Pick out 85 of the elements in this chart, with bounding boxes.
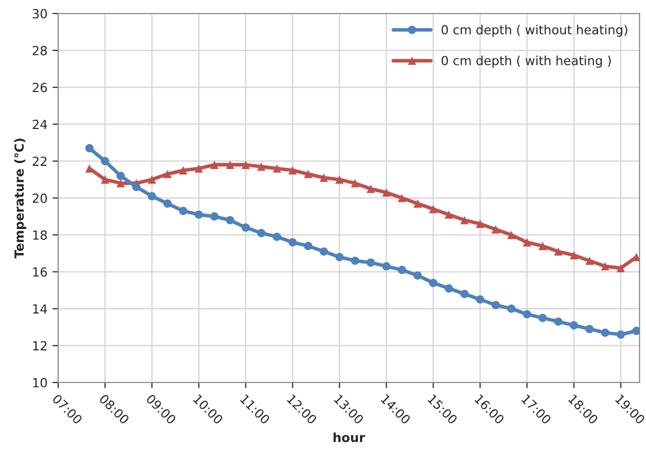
- point: [350, 179, 360, 188]
- point: [413, 271, 422, 280]
- point: [242, 160, 250, 169]
- point: [382, 262, 391, 270]
- point: [163, 170, 172, 178]
- point: [507, 304, 516, 313]
- point: [335, 252, 344, 262]
- point: [210, 212, 219, 221]
- point: [492, 225, 500, 234]
- point: [179, 166, 188, 174]
- y-tick-label: 26: [32, 82, 47, 92]
- point: [492, 300, 500, 310]
- point: [554, 317, 562, 326]
- point: [460, 290, 469, 298]
- point: [226, 216, 234, 224]
- point: [522, 310, 532, 318]
- point: [116, 172, 125, 180]
- point: [226, 160, 234, 169]
- y-tick-label: 16: [33, 267, 47, 277]
- y-tick-label: 24: [32, 120, 48, 129]
- point: [100, 175, 110, 184]
- point: [148, 175, 156, 184]
- y-tick-label: 22: [32, 156, 46, 166]
- point: [413, 199, 422, 208]
- point: [616, 264, 625, 272]
- point: [85, 144, 94, 152]
- y-axis-title: Temperature (℃): [14, 138, 26, 258]
- point: [570, 251, 578, 260]
- point: [632, 252, 640, 262]
- point: [632, 326, 640, 336]
- y-tick-label: 14: [33, 304, 48, 314]
- point: [272, 232, 282, 241]
- point: [100, 156, 110, 166]
- point: [554, 247, 562, 256]
- y-tick-label: 30: [32, 8, 47, 18]
- point: [429, 278, 438, 288]
- point: [382, 188, 391, 197]
- point: [460, 216, 469, 224]
- point: [507, 230, 516, 240]
- point: [116, 179, 125, 188]
- point: [163, 199, 172, 208]
- point: [288, 166, 297, 174]
- point: [179, 206, 188, 216]
- point: [366, 184, 375, 193]
- point: [335, 175, 344, 184]
- y-tick-label: 18: [33, 230, 47, 240]
- point: [444, 210, 454, 219]
- point: [288, 238, 297, 246]
- point: [398, 194, 406, 202]
- point: [522, 238, 532, 246]
- y-tick-label: 12: [33, 341, 46, 350]
- point: [350, 256, 360, 265]
- point: [148, 192, 156, 200]
- legend-label: 0 cm depth ( with heating ): [442, 56, 611, 68]
- point: [538, 242, 547, 250]
- y-tick-label: 20: [32, 193, 47, 203]
- point: [242, 223, 250, 232]
- point: [132, 182, 140, 192]
- point: [320, 247, 328, 256]
- point: [476, 295, 484, 304]
- point: [601, 328, 610, 337]
- point: [538, 314, 547, 322]
- point: [398, 266, 406, 274]
- y-tick-label: 10: [33, 378, 47, 388]
- point: [194, 210, 203, 219]
- point: [320, 174, 328, 182]
- point: [429, 204, 438, 214]
- point: [304, 242, 312, 250]
- point: [257, 162, 266, 171]
- point: [585, 324, 594, 334]
- point: [366, 258, 375, 267]
- x-axis-title: hour: [334, 432, 366, 442]
- point: [570, 321, 578, 330]
- point: [272, 164, 282, 173]
- point: [585, 256, 594, 265]
- point: [257, 228, 266, 238]
- point: [194, 164, 203, 173]
- point: [444, 284, 454, 293]
- point: [210, 160, 219, 169]
- point: [601, 262, 610, 270]
- point: [476, 220, 484, 228]
- point: [304, 170, 312, 178]
- legend-label: 0 cm depth ( without heating): [442, 24, 628, 37]
- y-tick-label: 28: [32, 46, 47, 56]
- point: [616, 330, 625, 339]
